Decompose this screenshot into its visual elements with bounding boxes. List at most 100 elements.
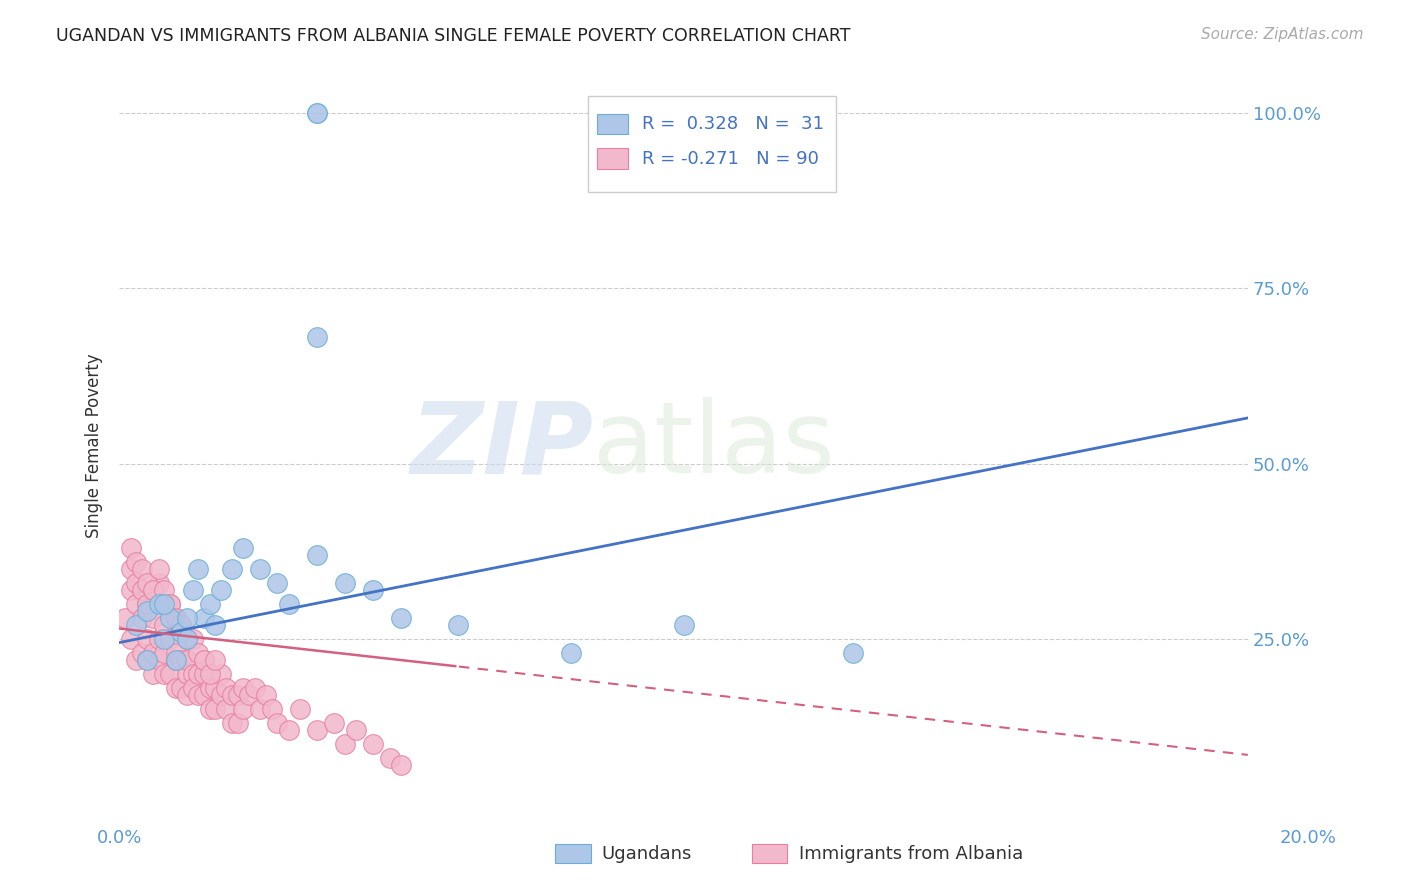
Point [181,582,204,597]
Point [148,562,170,576]
Point [204,681,226,696]
FancyBboxPatch shape [588,95,837,192]
Point [131,611,153,625]
Point [142,667,165,681]
Text: R =  0.328   N =  31: R = 0.328 N = 31 [641,115,824,133]
Point [221,716,243,731]
Point [170,681,193,696]
Point [187,646,209,660]
Text: Ugandans: Ugandans [602,845,692,863]
Point [560,646,582,660]
Point [125,597,148,611]
Point [148,632,170,646]
Point [277,723,299,738]
Text: Source: ZipAtlas.com: Source: ZipAtlas.com [1201,27,1364,42]
Point [136,653,159,667]
Point [305,330,328,344]
Point [181,667,204,681]
Point [159,611,181,625]
Point [672,618,695,632]
Point [114,611,136,625]
Text: Immigrants from Albania: Immigrants from Albania [799,845,1022,863]
Point [193,611,215,625]
Point [322,716,344,731]
Point [136,575,159,590]
Point [215,681,238,696]
Point [142,611,165,625]
Point [226,716,249,731]
Point [148,575,170,590]
Point [153,667,176,681]
Point [361,582,384,597]
Point [148,653,170,667]
Point [305,105,328,120]
Point [136,604,159,618]
Bar [752,844,787,863]
Point [176,611,198,625]
Point [361,737,384,751]
Point [125,555,148,569]
Text: atlas: atlas [593,398,835,494]
Point [193,653,215,667]
Point [266,716,288,731]
Point [181,632,204,646]
Point [176,667,198,681]
Point [176,653,198,667]
Point [193,688,215,702]
Point [181,681,204,696]
Text: UGANDAN VS IMMIGRANTS FROM ALBANIA SINGLE FEMALE POVERTY CORRELATION CHART: UGANDAN VS IMMIGRANTS FROM ALBANIA SINGL… [56,27,851,45]
Y-axis label: Single Female Poverty: Single Female Poverty [86,354,103,538]
Bar [596,148,628,169]
Point [226,688,249,702]
Point [153,632,176,646]
Point [165,653,187,667]
Point [136,597,159,611]
Point [260,702,283,716]
Point [193,653,215,667]
Point [305,548,328,562]
Point [165,681,187,696]
Text: R = -0.271   N = 90: R = -0.271 N = 90 [641,150,818,168]
Text: 0.0%: 0.0% [97,829,142,847]
Point [243,681,266,696]
Point [165,611,187,625]
Point [131,582,153,597]
Point [131,562,153,576]
Point [165,611,187,625]
Point [148,597,170,611]
Point [254,688,277,702]
Bar [596,113,628,134]
Point [131,646,153,660]
Point [266,575,288,590]
Point [176,688,198,702]
Point [153,597,176,611]
Point [159,597,181,611]
Point [215,702,238,716]
Point [159,667,181,681]
Point [277,597,299,611]
Point [176,632,198,646]
Point [176,632,198,646]
Point [232,541,254,555]
Point [170,618,193,632]
Point [187,562,209,576]
Point [204,653,226,667]
Point [232,702,254,716]
Point [187,688,209,702]
Point [232,681,254,696]
Point [198,667,221,681]
Point [165,653,187,667]
Point [447,618,470,632]
Point [153,646,176,660]
Point [209,667,232,681]
Point [159,632,181,646]
Point [120,582,142,597]
Point [288,702,311,716]
Point [159,597,181,611]
Text: 20.0%: 20.0% [1279,829,1336,847]
Point [142,582,165,597]
Point [198,681,221,696]
Point [249,562,271,576]
Point [391,611,413,625]
Point [142,582,165,597]
